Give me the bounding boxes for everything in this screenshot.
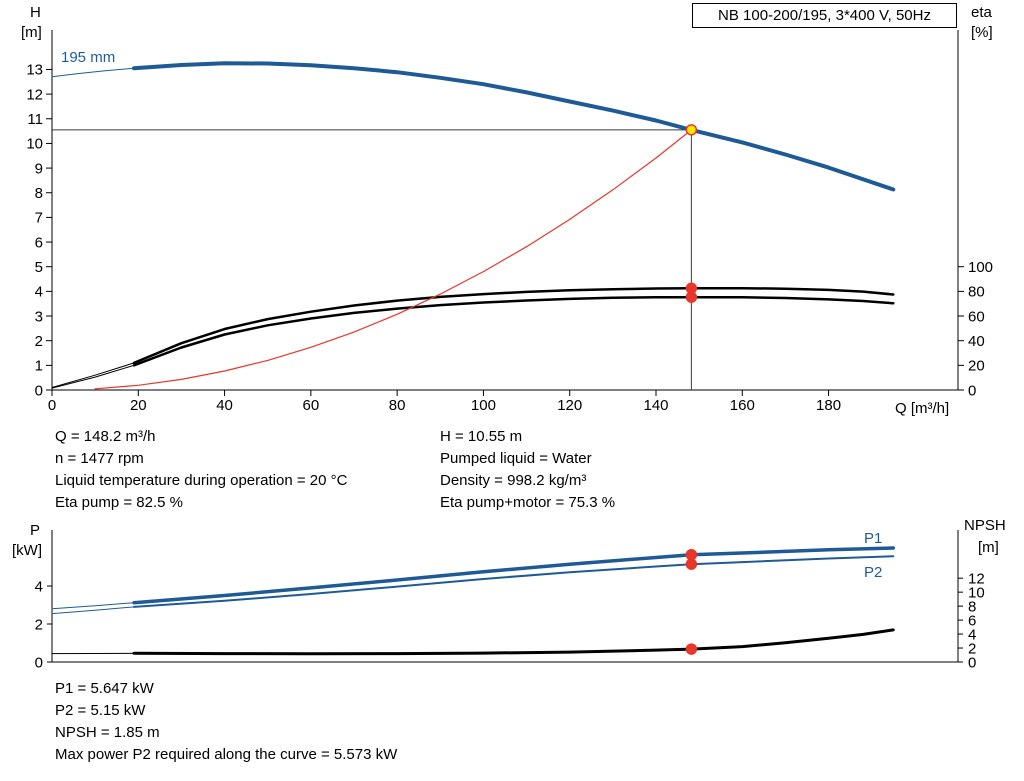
x-tick-label: 160 — [730, 397, 755, 414]
right-tick-label: 4 — [968, 626, 976, 643]
left-tick-label: 10 — [26, 136, 43, 153]
h-axis-title: H — [30, 4, 41, 21]
left-tick-label: 8 — [35, 185, 43, 202]
q-axis-title: Q [m³/h] — [895, 400, 950, 417]
info-p2: P2 = 5.15 kW — [55, 702, 146, 719]
x-tick-label: 80 — [389, 397, 406, 414]
left-tick-label: 5 — [35, 259, 43, 276]
eta-pump-motor-lead — [51, 364, 135, 389]
power-info: P1 = 5.647 kW P2 = 5.15 kW NPSH = 1.85 m… — [55, 678, 397, 766]
npsh-axis-title: NPSH — [964, 517, 1006, 534]
info-eta-pump: Eta pump = 82.5 % — [55, 494, 183, 511]
p1-point — [685, 548, 698, 561]
right-tick-label: 2 — [968, 640, 976, 657]
x-tick-label: 60 — [303, 397, 320, 414]
p1-curve-label: P1 — [864, 530, 883, 547]
x-tick-label: 140 — [643, 397, 668, 414]
info-head: H = 10.55 m — [440, 428, 523, 445]
left-tick-label: 3 — [35, 308, 43, 325]
right-tick-label: 20 — [968, 358, 985, 375]
p2-curve-lead — [51, 606, 135, 615]
info-speed: n = 1477 rpm — [55, 450, 144, 467]
head-curve-lead — [51, 67, 135, 78]
info-p1: P1 = 5.647 kW — [55, 680, 154, 697]
left-tick-label: 0 — [35, 654, 43, 671]
left-tick-label: 2 — [35, 616, 43, 633]
right-tick-label: 8 — [968, 598, 976, 615]
eta-pump-motor-point — [685, 291, 698, 303]
x-tick-label: 0 — [48, 397, 56, 414]
info-eta-pump-motor: Eta pump+motor = 75.3 % — [440, 494, 616, 511]
p2-point — [685, 558, 698, 570]
info-flow: Q = 148.2 m³/h — [55, 428, 156, 445]
right-tick-label: 0 — [968, 654, 976, 671]
left-tick-label: 12 — [26, 86, 43, 103]
right-tick-label: 80 — [968, 284, 985, 301]
left-tick-label: 7 — [35, 210, 43, 227]
info-npsh: NPSH = 1.85 m — [55, 724, 160, 741]
impeller-diameter-label: 195 mm — [61, 49, 116, 66]
npsh-curve — [132, 628, 895, 656]
x-tick-label: 100 — [471, 397, 496, 414]
left-tick-label: 6 — [35, 234, 43, 251]
npsh-axis-unit: [m] — [978, 539, 999, 556]
right-tick-label: 10 — [968, 584, 985, 601]
right-tick-label: 60 — [968, 308, 985, 325]
pump-title-box: NB 100-200/195, 3*400 V, 50Hz — [692, 3, 957, 28]
info-density: Density = 998.2 kg/m³ — [440, 472, 587, 489]
info-max-power: Max power P2 required along the curve = … — [55, 746, 398, 763]
head-curve — [132, 61, 896, 192]
left-tick-label: 1 — [35, 358, 43, 375]
p2-curve-label: P2 — [864, 564, 883, 581]
left-tick-label: 4 — [35, 284, 43, 301]
right-tick-label: 100 — [968, 259, 993, 276]
p1-curve-lead — [51, 602, 135, 610]
left-tick-label: 4 — [35, 578, 43, 595]
right-tick-label: 6 — [968, 612, 976, 629]
x-tick-label: 120 — [557, 397, 582, 414]
right-tick-label: 12 — [968, 570, 985, 587]
p-axis-unit: [kW] — [12, 542, 42, 559]
right-tick-label: 40 — [968, 333, 985, 350]
p-axis-title: P — [30, 522, 41, 539]
left-tick-label: 0 — [35, 382, 43, 399]
eta-pump-lead — [51, 362, 135, 388]
x-tick-label: 40 — [216, 397, 233, 414]
eta-pump-motor-curve — [132, 295, 895, 367]
duty-info-left: Q = 148.2 m³/h n = 1477 rpm Liquid tempe… — [55, 426, 347, 514]
x-tick-label: 180 — [816, 397, 841, 414]
eta-pump-curve — [132, 286, 895, 365]
right-tick-label: 0 — [968, 382, 976, 399]
system-curve — [94, 129, 693, 390]
p1-curve — [132, 546, 896, 605]
left-tick-label: 2 — [35, 333, 43, 350]
p2-curve — [133, 555, 895, 608]
eta-axis-unit: [%] — [971, 24, 993, 41]
duty-info-right: H = 10.55 m Pumped liquid = Water Densit… — [440, 426, 615, 514]
eta-axis-title: eta — [971, 4, 992, 21]
info-temperature: Liquid temperature during operation = 20… — [55, 472, 348, 489]
left-tick-label: 11 — [27, 111, 43, 128]
left-tick-label: 9 — [35, 160, 43, 177]
npsh-point — [685, 643, 698, 655]
info-liquid: Pumped liquid = Water — [440, 450, 592, 467]
duty-point[interactable] — [685, 124, 698, 136]
left-tick-label: 13 — [26, 62, 43, 79]
h-axis-unit: [m] — [21, 24, 42, 41]
x-tick-label: 20 — [130, 397, 147, 414]
